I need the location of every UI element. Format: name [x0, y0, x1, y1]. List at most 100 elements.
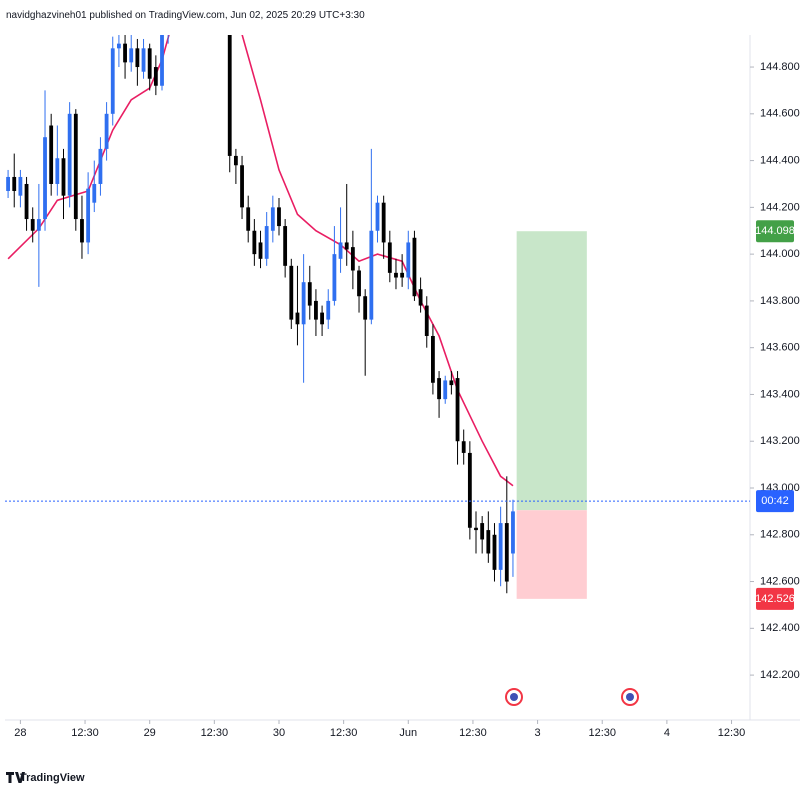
candle-body [277, 207, 281, 227]
candle-body [492, 534, 497, 570]
candle-body [12, 176, 17, 191]
candle-body [307, 282, 312, 306]
candle-body [295, 312, 300, 325]
moving-average [7, 35, 514, 487]
candle-body [406, 242, 411, 278]
y-tick-label: 144.200 [760, 201, 800, 213]
candle-body [486, 530, 491, 554]
stop-badge [756, 587, 794, 610]
candle-body [80, 219, 84, 243]
candle-body [49, 125, 54, 184]
x-tick-label: 30 [273, 727, 285, 739]
candle-body [394, 272, 398, 278]
x-tick-label: 4 [664, 727, 670, 739]
x-tick-label: Jun [399, 727, 417, 739]
candle-body [73, 113, 78, 220]
candle-body [18, 176, 23, 196]
countdown-label: 00:42 [761, 495, 789, 507]
candle-body [147, 48, 152, 79]
candle-body [98, 148, 103, 184]
candle-body [86, 188, 91, 243]
candle-body [326, 300, 331, 320]
y-tick-label: 142.600 [760, 575, 800, 587]
candle-body [412, 237, 417, 297]
header: navidghazvineh01 published on TradingVie… [6, 10, 365, 21]
candle-body [129, 48, 134, 63]
target-label: 144.098 [755, 225, 795, 237]
candle-body [498, 523, 503, 570]
x-tick-label: 12:30 [330, 727, 358, 739]
y-tick-label: 143.400 [760, 388, 800, 400]
x-tick-label: 12:30 [201, 727, 229, 739]
candle-body [92, 183, 97, 203]
candle-body [43, 137, 47, 220]
x-tick-label: 28 [14, 727, 26, 739]
candle-body [203, 0, 207, 9]
candle-body [369, 230, 374, 320]
candle-body [363, 296, 368, 320]
candle-body [240, 165, 244, 208]
plot-area [5, 0, 750, 599]
candle-body [431, 335, 435, 383]
x-tick-label: 12:30 [459, 727, 487, 739]
candle-body [6, 176, 10, 191]
candle-body [511, 511, 515, 554]
candle-body [455, 378, 460, 442]
stop-label: 142.526 [755, 593, 795, 605]
candle-body [135, 48, 140, 68]
candle-body [252, 230, 257, 255]
target-badge [756, 220, 794, 243]
candle-body [197, 0, 201, 9]
loss-zone [516, 510, 587, 599]
candle-body [387, 242, 392, 273]
y-tick-label: 142.800 [760, 529, 800, 541]
candle-body [61, 158, 66, 196]
x-tick-label: 3 [535, 727, 541, 739]
candle-body [104, 113, 109, 149]
candle-body [216, 0, 220, 2]
candle-body [246, 207, 251, 231]
candle-body [258, 242, 263, 259]
candle-body [209, 0, 213, 2]
y-tick-label: 142.200 [760, 669, 800, 681]
candle-body [400, 272, 405, 278]
x-tick-label: 12:30 [718, 727, 746, 739]
y-tick-label: 144.600 [760, 108, 800, 120]
candle-body [123, 43, 127, 63]
x-tick-label: 12:30 [71, 727, 99, 739]
candle-body [30, 219, 35, 231]
candle-body [375, 202, 380, 231]
candle-body [381, 202, 386, 243]
candle-body [350, 247, 355, 271]
event-icon [621, 688, 639, 706]
y-tick-label: 144.800 [760, 61, 800, 73]
candle-body [233, 155, 238, 166]
logo: TradingView [6, 772, 85, 784]
candle-body [314, 300, 318, 320]
candle-body [36, 219, 41, 231]
candle-body [332, 254, 337, 301]
candle-body [153, 67, 158, 86]
profit-zone [516, 231, 587, 511]
candle-body [110, 48, 115, 114]
candle-body [480, 523, 485, 540]
candle-body [289, 265, 294, 320]
candle-body [55, 158, 60, 184]
candle-body [67, 113, 72, 196]
candle-body [264, 226, 269, 259]
candle-body [301, 282, 306, 325]
y-tick-label: 143.800 [760, 295, 800, 307]
candle-body [437, 378, 441, 400]
candle-body [338, 242, 343, 259]
candle-body [270, 207, 275, 231]
event-icon [505, 688, 523, 706]
candle-body [461, 441, 466, 453]
x-tick-label: 29 [144, 727, 156, 739]
candle-body [418, 289, 423, 306]
candle-body [467, 452, 472, 528]
candle-body [320, 312, 324, 325]
candle-body [116, 43, 121, 49]
y-tick-label: 142.400 [760, 622, 800, 634]
